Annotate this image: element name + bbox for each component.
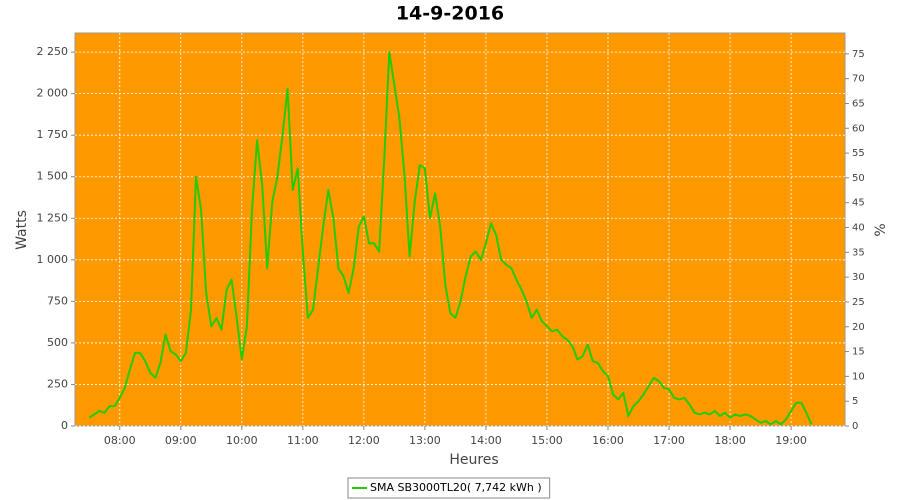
y2-tick-label: 60	[852, 123, 865, 134]
y-tick-label: 1 500	[37, 170, 69, 183]
y-axis-label: Watts	[14, 210, 30, 250]
y-tick-label: 1 250	[37, 211, 69, 224]
x-tick-label: 11:00	[287, 434, 319, 447]
y-tick-label: 1 750	[37, 128, 69, 141]
y2-tick-label: 10	[852, 371, 865, 382]
y-tick-label: 0	[61, 419, 68, 432]
y2-tick-label: 55	[852, 148, 865, 159]
x-tick-label: 18:00	[714, 434, 746, 447]
x-tick-label: 12:00	[348, 434, 380, 447]
x-tick-label: 09:00	[165, 434, 197, 447]
x-axis-label: Heures	[449, 452, 498, 468]
x-tick-label: 17:00	[653, 434, 685, 447]
x-tick-label: 10:00	[226, 434, 258, 447]
y2-tick-label: 5	[852, 396, 858, 407]
y2-tick-label: 75	[852, 49, 865, 60]
x-tick-label: 16:00	[592, 434, 624, 447]
x-tick-label: 14:00	[470, 434, 502, 447]
series-line	[88, 51, 813, 426]
y-tick-label: 500	[47, 336, 68, 349]
y2-tick-label: 20	[852, 322, 865, 333]
y-tick-label: 250	[47, 377, 68, 390]
y-tick-label: 750	[47, 294, 68, 307]
y2-tick-label: 15	[852, 347, 865, 358]
y2-tick-label: 35	[852, 247, 865, 258]
y2-tick-label: 40	[852, 223, 865, 234]
legend-box	[347, 477, 551, 499]
y2-tick-label: 50	[852, 173, 865, 184]
x-tick-label: 19:00	[775, 434, 807, 447]
chart-title: 14-9-2016	[396, 3, 504, 25]
y-tick-label: 1 000	[37, 253, 69, 266]
y2-tick-label: 65	[852, 98, 865, 109]
legend: SMA SB3000TL20( 7,742 kWh )	[347, 477, 551, 499]
x-tick-label: 08:00	[104, 434, 136, 447]
x-tick-label: 13:00	[409, 434, 441, 447]
x-tick-label: 15:00	[531, 434, 563, 447]
y2-tick-label: 30	[852, 272, 865, 283]
y2-tick-label: 25	[852, 297, 865, 308]
y2-tick-label: 0	[852, 421, 858, 432]
y-tick-label: 2 250	[37, 45, 69, 58]
y-tick-label: 2 000	[37, 87, 69, 100]
legend-label: SMA SB3000TL20( 7,742 kWh )	[370, 481, 542, 494]
y2-tick-label: 70	[852, 74, 865, 85]
y2-axis-label: %	[873, 223, 889, 236]
y2-tick-label: 45	[852, 198, 865, 209]
plot-area	[74, 32, 846, 427]
